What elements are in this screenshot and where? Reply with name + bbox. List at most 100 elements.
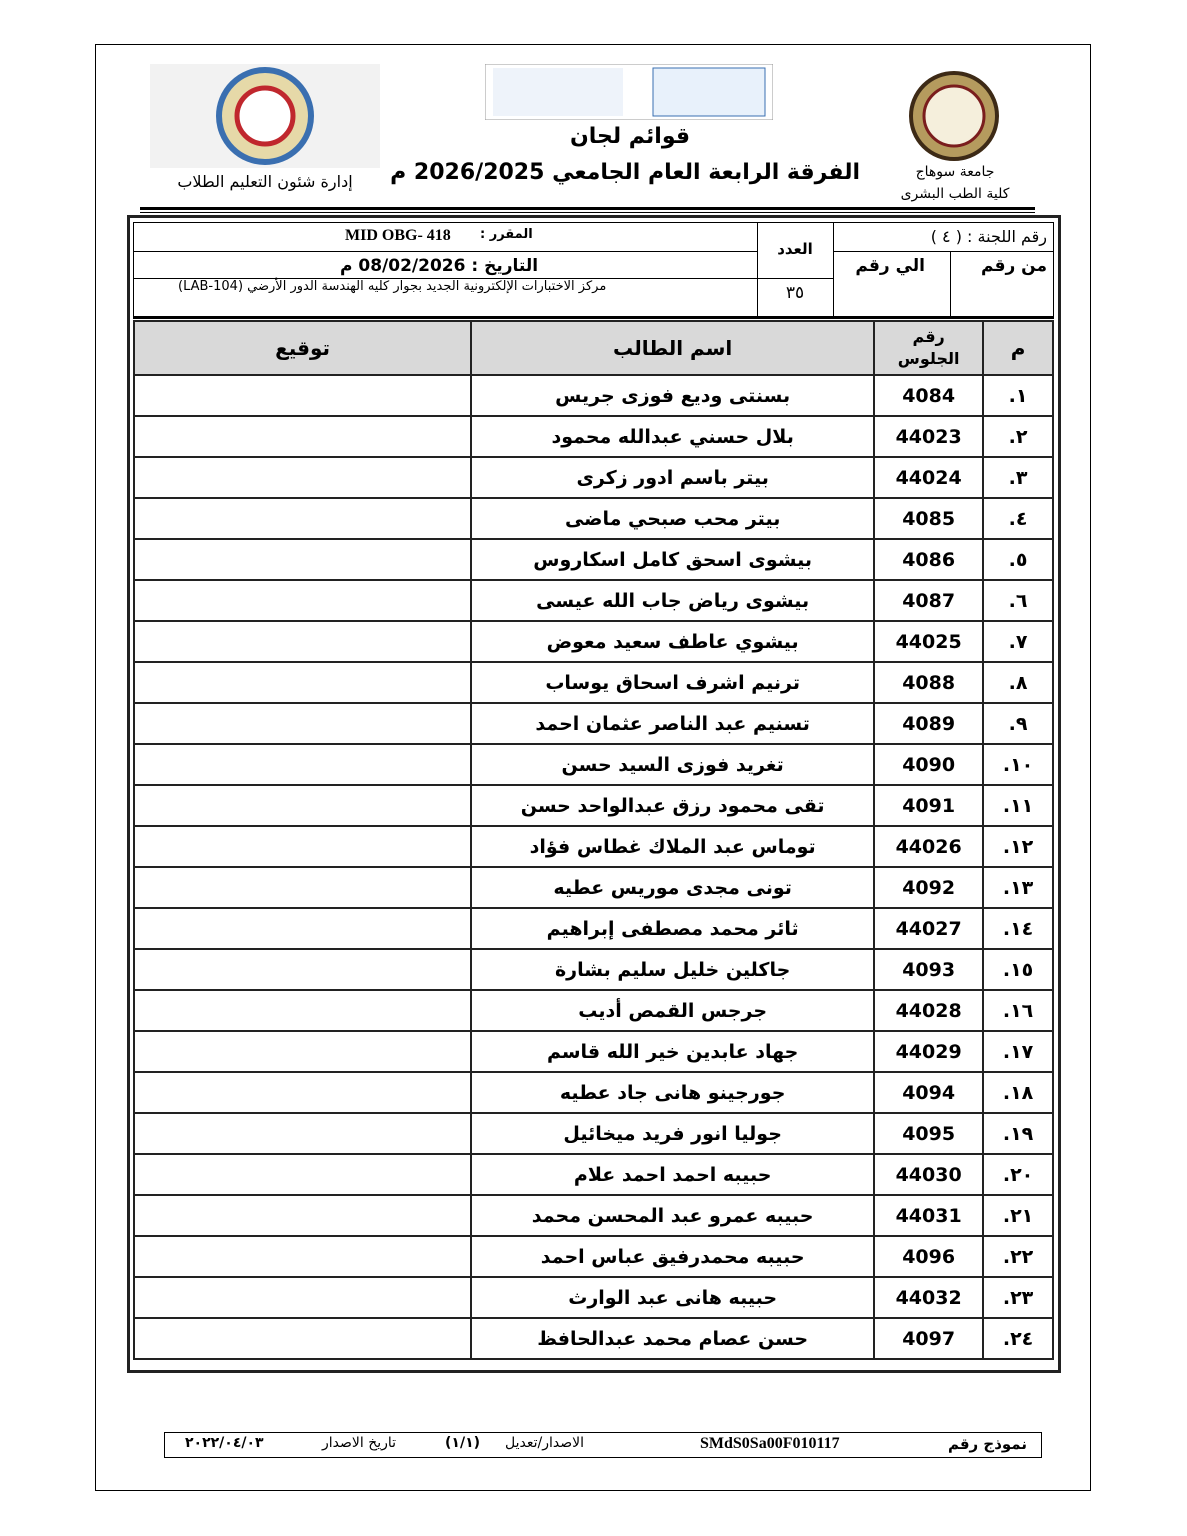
row: ٢٣. 44032 حبيبه هانى عبد الوارث	[132, 1276, 1054, 1319]
row-number: ١٦.	[982, 989, 1054, 1032]
student-name: بيشوى رياض جاب الله عيسى	[470, 579, 876, 622]
signature-cell	[132, 1235, 473, 1278]
student-name: حبيبه هانى عبد الوارث	[470, 1276, 876, 1319]
student-name: بلال حسني عبدالله محمود	[470, 415, 876, 458]
info-box	[133, 222, 1054, 319]
seat-number: 4085	[873, 497, 985, 540]
count: ٣٥	[785, 283, 805, 303]
student-name: بيشوى اسحق كامل اسكاروس	[470, 538, 876, 581]
row-number: ٢٠.	[982, 1153, 1054, 1196]
row-number: ١٠.	[982, 743, 1054, 786]
student-table: م رقم الجلوس اسم الطالب توقيع ١. 4084 بسنت…	[132, 320, 1054, 1360]
row: ١٠. 4090 تغريد فوزى السيد حسن	[132, 743, 1054, 786]
seat-number: 44024	[873, 456, 985, 499]
row-number: ٢٤.	[982, 1317, 1054, 1360]
logo-left	[150, 64, 380, 168]
student-name: تقى محمود رزق عبدالواحد حسن	[470, 784, 876, 827]
seat-number: 4092	[873, 866, 985, 909]
signature-cell	[132, 1071, 473, 1114]
signature-cell	[132, 456, 473, 499]
student-name: حبيبه عمرو عبد المحسن محمد	[470, 1194, 876, 1237]
seat-number: 4090	[873, 743, 985, 786]
info-divider	[950, 251, 951, 319]
form-number: SMdS0Sa00F010117	[700, 1435, 840, 1452]
signature-cell	[132, 1317, 473, 1360]
row-number: ٨.	[982, 661, 1054, 704]
page-border	[95, 44, 1091, 1491]
student-name: تغريد فوزى السيد حسن	[470, 743, 876, 786]
row-number: ٢٢.	[982, 1235, 1054, 1278]
signature-cell	[132, 825, 473, 868]
signature-cell	[132, 907, 473, 950]
row-number: ٢٣.	[982, 1276, 1054, 1319]
signature-cell	[132, 784, 473, 827]
student-name: جرجس القمص أديب	[470, 989, 876, 1032]
row: ١٧. 44029 جهاد عابدين خير الله قاسم	[132, 1030, 1054, 1073]
row-number: ١.	[982, 374, 1054, 417]
course: MID OBG- 418	[345, 227, 451, 244]
info-divider	[833, 222, 834, 319]
student-name: تسنيم عبد الناصر عثمان احمد	[470, 702, 876, 745]
row: ١٩. 4095 جوليا انور فريد ميخائيل	[132, 1112, 1054, 1155]
department: إدارة شئون التعليم الطلاب	[177, 172, 353, 191]
row: ٨. 4088 ترنيم اشرف اسحاق يوساب	[132, 661, 1054, 704]
seat-number: 4096	[873, 1235, 985, 1278]
count-label: العدد	[777, 240, 813, 258]
version-label: الاصدار/تعديل	[505, 1435, 584, 1451]
col-header: اسم الطالب	[470, 320, 876, 376]
row-number: ٣.	[982, 456, 1054, 499]
signature-cell	[132, 1153, 473, 1196]
student-name: بيتر محب صبحي ماضى	[470, 497, 876, 540]
row: ١٥. 4093 جاكلين خليل سليم بشارة	[132, 948, 1054, 991]
row-number: ١٥.	[982, 948, 1054, 991]
form-label: نموذج رقم	[947, 1435, 1027, 1453]
signature-cell	[132, 702, 473, 745]
seat-number: 4094	[873, 1071, 985, 1114]
row-number: ١٣.	[982, 866, 1054, 909]
issue-date: ٢٠٢٢/٠٤/٠٣	[185, 1435, 264, 1451]
row-number: ٧.	[982, 620, 1054, 663]
signature-cell	[132, 1112, 473, 1155]
signature-cell	[132, 661, 473, 704]
student-name: توماس عبد الملاك غطاس فؤاد	[470, 825, 876, 868]
rule	[133, 316, 1054, 318]
row: ٣. 44024 بيتر باسم ادور زكرى	[132, 456, 1054, 499]
row-number: ١٤.	[982, 907, 1054, 950]
row-number: ١٧.	[982, 1030, 1054, 1073]
seat-number: 4093	[873, 948, 985, 991]
signature-cell	[132, 415, 473, 458]
row: ٢٠. 44030 حبيبه احمد احمد علام	[132, 1153, 1054, 1196]
row-number: ١٢.	[982, 825, 1054, 868]
row: ٧. 44025 بيشوي عاطف سعيد معوض	[132, 620, 1054, 663]
col-header: توقيع	[132, 320, 473, 376]
student-name: حبيبه محمدرفيق عباس احمد	[470, 1235, 876, 1278]
row: ١١. 4091 تقى محمود رزق عبدالواحد حسن	[132, 784, 1054, 827]
seat-number: 4086	[873, 538, 985, 581]
seat-number: 4088	[873, 661, 985, 704]
title: قوائم لجان	[569, 124, 691, 149]
row-number: ٤.	[982, 497, 1054, 540]
student-name: ترنيم اشرف اسحاق يوساب	[470, 661, 876, 704]
signature-cell	[132, 866, 473, 909]
info-divider	[833, 251, 1054, 252]
row: ٥. 4086 بيشوى اسحق كامل اسكاروس	[132, 538, 1054, 581]
signature-cell	[132, 1030, 473, 1073]
student-name: جوليا انور فريد ميخائيل	[470, 1112, 876, 1155]
seat-number: 44025	[873, 620, 985, 663]
signature-cell	[132, 743, 473, 786]
signature-cell	[132, 579, 473, 622]
row: ١٤. 44027 ثائر محمد مصطفى إبراهيم	[132, 907, 1054, 950]
signature-cell	[132, 497, 473, 540]
signature-cell	[132, 948, 473, 991]
header-rule	[140, 207, 1035, 213]
student-name: بيتر باسم ادور زكرى	[470, 456, 876, 499]
student-name: بسنتى وديع فوزى جريس	[470, 374, 876, 417]
seat-number: 44023	[873, 415, 985, 458]
signature-cell	[132, 538, 473, 581]
version: (١/١)	[445, 1435, 481, 1451]
seat-number: 44030	[873, 1153, 985, 1196]
student-name: حبيبه احمد احمد علام	[470, 1153, 876, 1196]
date: التاريخ : 08/02/2026 م	[340, 256, 539, 276]
row: ٢١. 44031 حبيبه عمرو عبد المحسن محمد	[132, 1194, 1054, 1237]
